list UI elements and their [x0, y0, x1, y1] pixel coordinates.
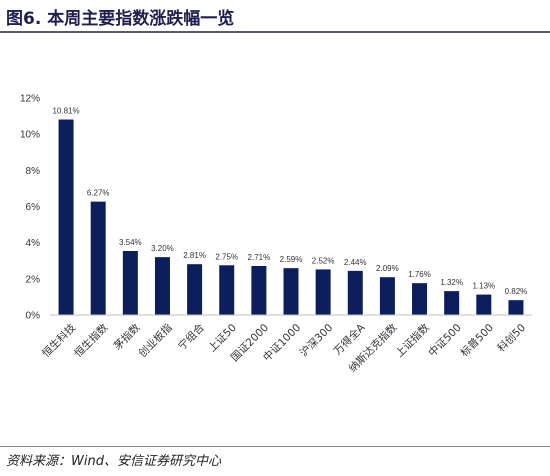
x-tick-label: 科创50 — [495, 321, 528, 354]
data-labels: 10.81% 6.27% 3.54% 3.20% 2.81% 2.75% 2.71% 2.59… — [52, 107, 527, 297]
bar — [219, 265, 235, 315]
y-tick-label: 2% — [26, 274, 41, 285]
y-tick-label: 8% — [26, 166, 41, 177]
y-axis: 0% 2% 4% 6% 8% 10% 12% — [20, 94, 40, 322]
x-tick-label: 标普500 — [458, 321, 496, 359]
x-tick-label: 上证指数 — [393, 321, 432, 360]
source-note: 资料来源：Wind、安信证券研究中心 — [6, 454, 221, 469]
data-label: 1.76% — [408, 270, 431, 279]
data-label: 2.59% — [280, 255, 303, 264]
x-tick-label: 宁组合 — [175, 321, 207, 353]
bar — [444, 291, 460, 315]
data-label: 2.81% — [183, 251, 206, 260]
data-label: 1.13% — [472, 282, 495, 291]
data-label: 10.81% — [52, 107, 79, 116]
x-tick-label: 中证500 — [426, 321, 464, 359]
data-label: 2.09% — [376, 264, 399, 273]
data-label: 0.82% — [505, 287, 528, 296]
bar — [187, 264, 203, 315]
bar — [154, 257, 170, 315]
chart-title: 图6. 本周主要指数涨跌幅一览 — [6, 9, 235, 29]
source-divider — [0, 446, 550, 447]
bar — [508, 300, 524, 315]
data-label: 6.27% — [87, 189, 110, 198]
bar — [90, 201, 106, 315]
bar — [251, 265, 267, 315]
x-tick-label: 恒生科技 — [39, 321, 78, 360]
bar — [379, 277, 395, 315]
bar — [283, 268, 299, 315]
y-tick-label: 6% — [26, 202, 41, 213]
bars — [58, 119, 524, 315]
data-label: 1.32% — [440, 278, 463, 287]
data-label: 3.54% — [119, 238, 142, 247]
x-tick-label: 恒生指数 — [72, 321, 111, 360]
y-tick-label: 12% — [20, 94, 40, 105]
x-tick-label: 沪深300 — [297, 321, 335, 359]
bar — [476, 294, 492, 315]
y-tick-label: 10% — [20, 130, 40, 141]
y-tick-label: 0% — [26, 311, 41, 322]
data-label: 2.52% — [312, 256, 335, 265]
x-tick-label: 茅指数 — [111, 321, 143, 353]
bar — [315, 269, 331, 315]
bar-chart: 0% 2% 4% 6% 8% 10% 12% 10.81% 6.27% 3.54% 3.20% 2.… — [20, 94, 532, 375]
x-tick-label: 创业板指 — [136, 321, 175, 360]
bar — [122, 250, 138, 315]
y-tick-label: 4% — [26, 238, 41, 249]
title-divider — [0, 31, 550, 33]
data-label: 3.20% — [151, 244, 174, 253]
data-label: 2.75% — [215, 252, 238, 261]
data-label: 2.44% — [344, 258, 367, 267]
bar — [347, 270, 363, 315]
bar — [58, 119, 74, 315]
data-label: 2.71% — [248, 253, 271, 262]
bar — [412, 283, 428, 315]
